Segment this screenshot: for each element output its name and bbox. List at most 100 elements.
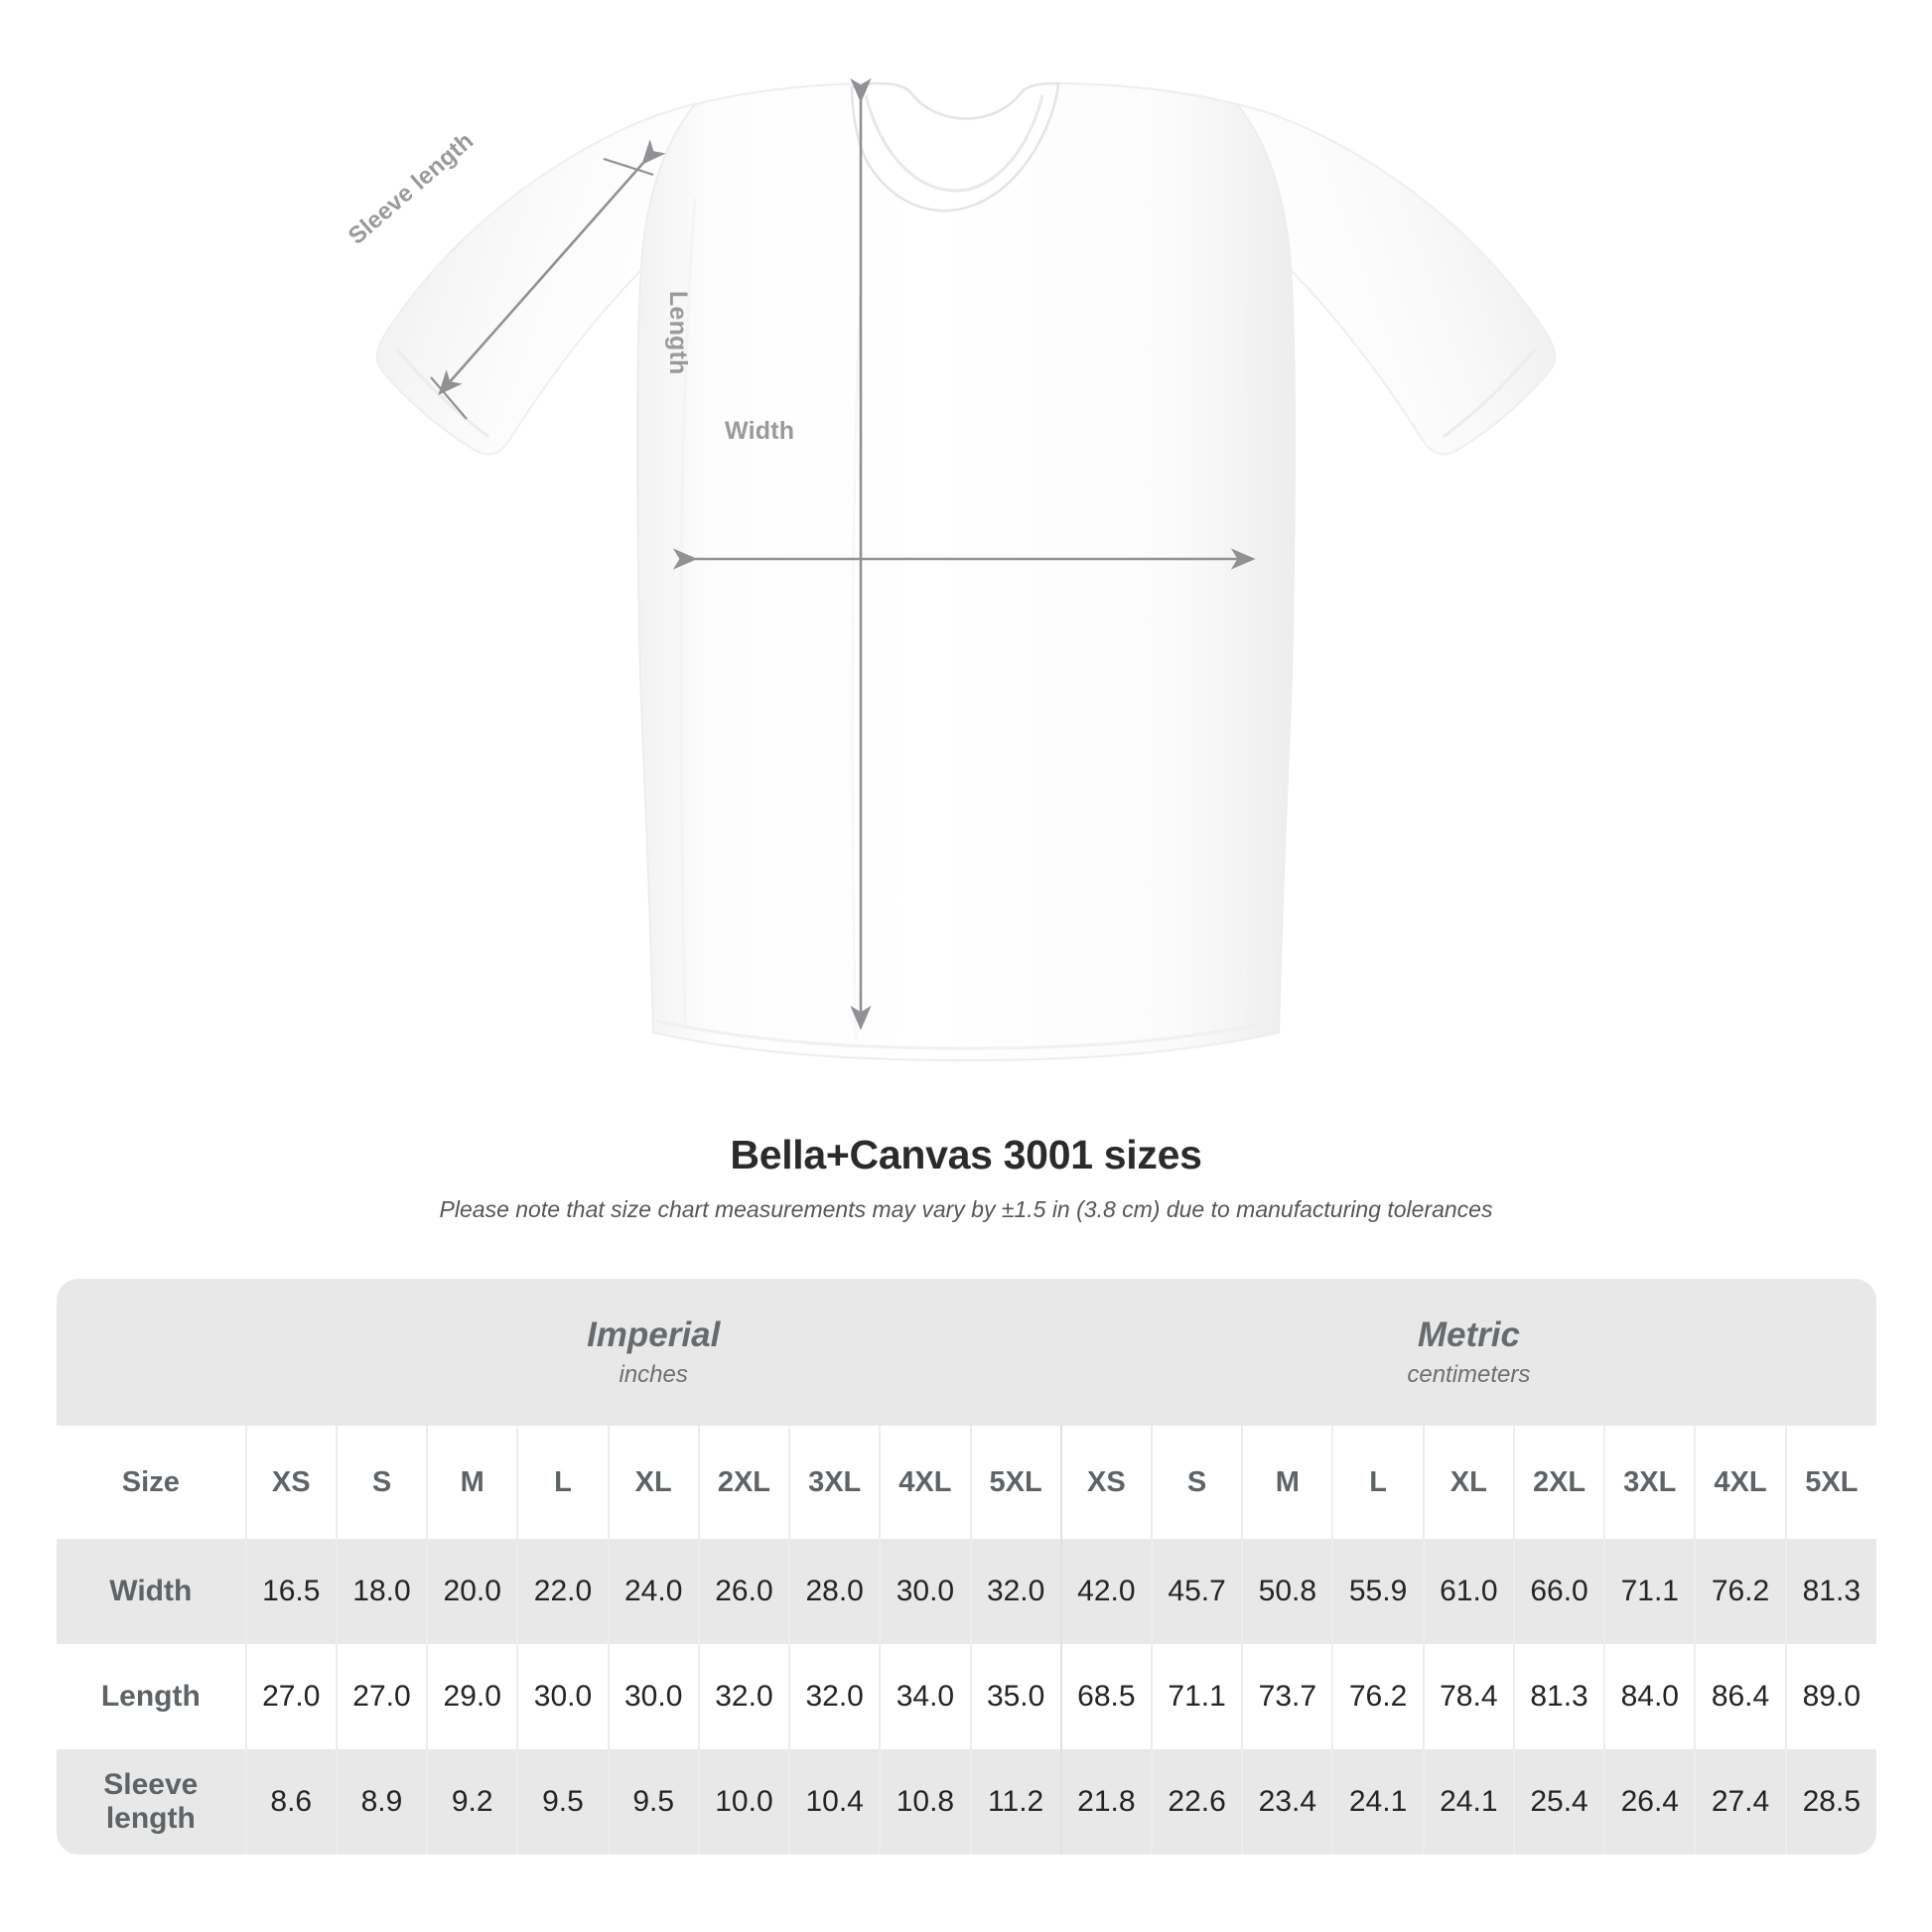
size-column-header: Size	[57, 1426, 246, 1539]
measurement-cell: 81.3	[1784, 1539, 1876, 1644]
measurement-cell: 35.0	[969, 1644, 1061, 1749]
measurement-cell: 86.4	[1694, 1644, 1786, 1749]
measurement-cell: 10.8	[879, 1749, 971, 1855]
measurement-cell: 32.0	[969, 1539, 1061, 1644]
size-header-cell: 5XL	[969, 1426, 1061, 1539]
unit-group-subtitle: inches	[619, 1361, 688, 1389]
measurement-cell: 55.9	[1331, 1539, 1424, 1644]
measurement-cell: 76.2	[1331, 1644, 1424, 1749]
unit-group-imperial: Imperial inches	[245, 1279, 1061, 1426]
size-header-cell: L	[516, 1426, 609, 1539]
sleeve-tick-top	[603, 157, 654, 177]
measurement-cell: 84.0	[1603, 1644, 1696, 1749]
unit-group-metric: Metric centimeters	[1060, 1279, 1876, 1426]
width-dimension-label: Width	[725, 417, 795, 445]
tshirt-shape	[375, 81, 1557, 1062]
size-header-cell: XS	[244, 1426, 337, 1539]
size-table: Imperial inches Metric centimeters Size XS S M L…	[57, 1279, 1876, 1855]
sleeve-arrow	[438, 139, 666, 395]
measurement-cell: 29.0	[426, 1644, 518, 1749]
measurement-cell: 22.0	[516, 1539, 609, 1644]
measurement-cell: 30.0	[607, 1644, 699, 1749]
measurement-cell: 10.0	[697, 1749, 790, 1855]
measurement-cell: 9.2	[426, 1749, 518, 1855]
size-header-cell: L	[1331, 1426, 1424, 1539]
measurement-cell: 76.2	[1694, 1539, 1786, 1644]
measurement-cell: 9.5	[607, 1749, 699, 1855]
measurement-cell: 26.0	[697, 1539, 790, 1644]
measurement-cell: 11.2	[969, 1749, 1061, 1855]
measurement-row-label: Width	[57, 1539, 246, 1644]
measurement-cell: 61.0	[1422, 1539, 1514, 1644]
size-header-cell: 4XL	[1694, 1426, 1786, 1539]
measurement-cell: 16.5	[244, 1539, 337, 1644]
measurement-cell: 20.0	[426, 1539, 518, 1644]
unit-group-name: Imperial	[587, 1314, 721, 1354]
measurement-cell: 28.0	[788, 1539, 881, 1644]
measurement-cell: 24.1	[1331, 1749, 1424, 1855]
measurement-cell: 25.4	[1512, 1749, 1605, 1855]
unit-spacer-cell	[57, 1279, 246, 1426]
measurement-cell: 23.4	[1241, 1749, 1333, 1855]
size-header-cell: S	[1150, 1426, 1243, 1539]
tshirt-diagram: Sleeve length Length Width	[344, 77, 1557, 1062]
measurement-cell: 71.1	[1603, 1539, 1696, 1644]
size-header-cell: XL	[1422, 1426, 1514, 1539]
measurement-cell: 34.0	[879, 1644, 971, 1749]
measurement-cell: 32.0	[788, 1644, 881, 1749]
tshirt-illustration	[375, 77, 1557, 1062]
measurement-cell: 68.5	[1059, 1644, 1152, 1749]
measurement-cell: 27.0	[244, 1644, 337, 1749]
measurement-cell: 24.0	[607, 1539, 699, 1644]
measurement-row-label: Sleeve length	[57, 1749, 246, 1855]
measurement-cell: 22.6	[1150, 1749, 1243, 1855]
measurement-cell: 10.4	[788, 1749, 881, 1855]
size-table-container: Imperial inches Metric centimeters Size XS S M L…	[57, 1279, 1876, 1855]
table-row: Width 16.5 18.0 20.0 22.0 24.0 26.0 28.0 30.0 32.…	[57, 1539, 1876, 1644]
size-header-cell: M	[1241, 1426, 1333, 1539]
table-row: Length 27.0 27.0 29.0 30.0 30.0 32.0 32.0 34.0 35…	[57, 1644, 1876, 1749]
size-header-cell: S	[335, 1426, 428, 1539]
measurement-cell: 30.0	[879, 1539, 971, 1644]
measurement-arrows	[430, 77, 1256, 1031]
size-header-cell: XL	[607, 1426, 699, 1539]
unit-group-subtitle: centimeters	[1407, 1361, 1531, 1389]
measurement-cell: 30.0	[516, 1644, 609, 1749]
table-row: Sleeve length 8.6 8.9 9.2 9.5 9.5 10.0 10.4 10.8…	[57, 1749, 1876, 1855]
sleeve-tick-bottom	[430, 376, 468, 420]
measurement-cell: 32.0	[697, 1644, 790, 1749]
measurement-cell: 9.5	[516, 1749, 609, 1855]
measurement-cell: 24.1	[1422, 1749, 1514, 1855]
measurement-cell: 78.4	[1422, 1644, 1514, 1749]
size-header-cell: 4XL	[879, 1426, 971, 1539]
unit-group-name: Metric	[1417, 1314, 1520, 1354]
measurement-row-label: Length	[57, 1644, 246, 1749]
measurement-cell: 73.7	[1241, 1644, 1333, 1749]
measurement-cell: 8.9	[335, 1749, 428, 1855]
measurement-cell: 71.1	[1150, 1644, 1243, 1749]
measurement-cell: 8.6	[244, 1749, 337, 1855]
measurement-cell: 50.8	[1241, 1539, 1333, 1644]
measurement-cell: 27.4	[1694, 1749, 1786, 1855]
measurement-cell: 18.0	[335, 1539, 428, 1644]
tolerance-note: Please note that size chart measurements…	[439, 1196, 1493, 1222]
length-dimension-label: Length	[664, 291, 692, 375]
size-header-cell: 2XL	[697, 1426, 790, 1539]
size-header-cell: 2XL	[1512, 1426, 1605, 1539]
measurement-cell: 27.0	[335, 1644, 428, 1749]
measurement-cell: 21.8	[1059, 1749, 1152, 1855]
measurement-cell: 81.3	[1512, 1644, 1605, 1749]
measurement-cell: 26.4	[1603, 1749, 1696, 1855]
unit-group-row: Imperial inches Metric centimeters	[57, 1279, 1876, 1426]
size-header-cell: 3XL	[1603, 1426, 1696, 1539]
measurement-cell: 28.5	[1784, 1749, 1876, 1855]
size-header-cell: XS	[1059, 1426, 1152, 1539]
size-header-cell: 3XL	[788, 1426, 881, 1539]
chart-caption: Bella+Canvas 3001 sizes Please note that…	[0, 1132, 1932, 1223]
measurement-cell: 45.7	[1150, 1539, 1243, 1644]
measurement-cell: 89.0	[1784, 1644, 1876, 1749]
measurement-cell: 42.0	[1059, 1539, 1152, 1644]
measurement-cell: 66.0	[1512, 1539, 1605, 1644]
page-title: Bella+Canvas 3001 sizes	[730, 1132, 1202, 1177]
